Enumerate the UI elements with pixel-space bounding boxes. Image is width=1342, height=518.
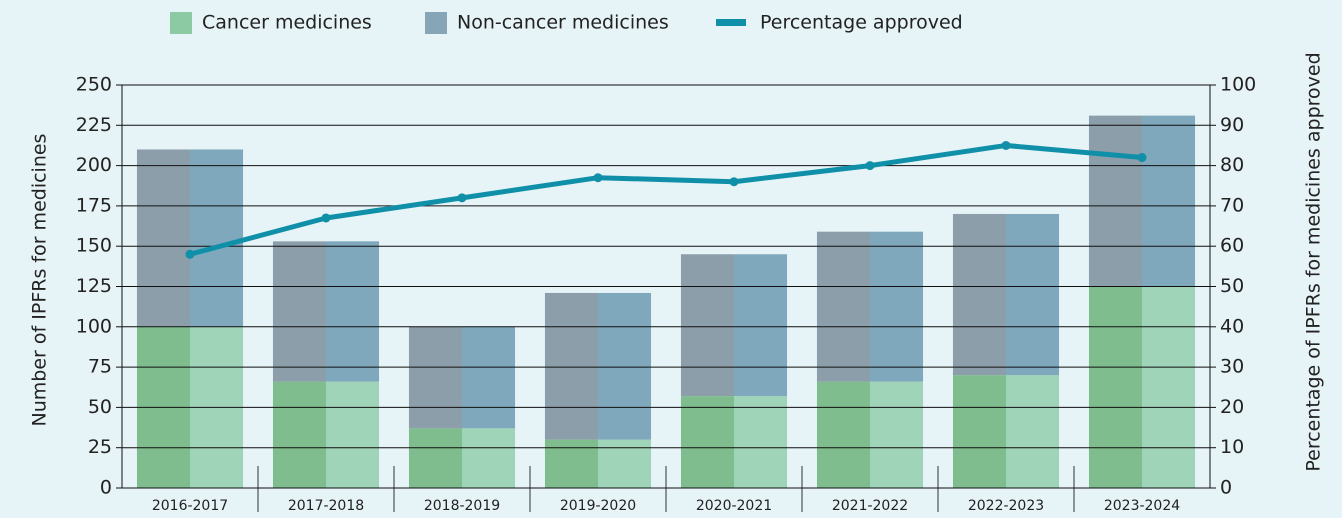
x-tick-label: 2019-2020 <box>560 498 636 514</box>
bar <box>272 381 380 488</box>
y-tick-label: 225 <box>76 114 112 136</box>
line-point <box>457 193 467 203</box>
x-tick-label: 2017-2018 <box>288 498 364 514</box>
y2-tick-label: 20 <box>1220 396 1244 418</box>
legend-label: Cancer medicines <box>202 12 372 34</box>
y2-tick-label: 40 <box>1220 315 1244 337</box>
bar <box>816 381 924 488</box>
y-tick-label: 125 <box>76 275 112 297</box>
y2-tick-label: 70 <box>1220 194 1244 216</box>
y-tick-label: 25 <box>88 436 112 458</box>
x-tick-label: 2018-2019 <box>424 498 500 514</box>
bar <box>952 213 1060 376</box>
y2-axis-title: Percentage of IPFRs for medicines approv… <box>1303 52 1325 471</box>
y2-tick-label: 90 <box>1220 114 1244 136</box>
y2-tick-label: 0 <box>1220 477 1232 499</box>
y-tick-label: 100 <box>76 315 112 337</box>
y2-tick-label: 60 <box>1220 235 1244 257</box>
line-point <box>593 173 603 183</box>
y-tick-label: 75 <box>88 356 112 378</box>
bar <box>544 292 652 440</box>
y-axis-title: Number of IPFRs for medicines <box>29 134 51 427</box>
legend-label: Non-cancer medicines <box>457 12 669 34</box>
line-point <box>1137 153 1147 163</box>
line-point <box>185 249 195 259</box>
line-point <box>729 177 739 187</box>
bar <box>1088 115 1196 287</box>
x-tick-label: 2020-2021 <box>696 498 772 514</box>
bar <box>544 439 652 488</box>
legend-swatch <box>716 19 746 26</box>
y-tick-label: 0 <box>100 477 112 499</box>
bar <box>408 326 516 429</box>
y-tick-label: 50 <box>88 396 112 418</box>
legend-swatch <box>170 12 192 34</box>
x-tick-label: 2021-2022 <box>832 498 908 514</box>
x-tick-label: 2023-2024 <box>1104 498 1180 514</box>
y2-tick-label: 80 <box>1220 154 1244 176</box>
y2-tick-label: 30 <box>1220 356 1244 378</box>
x-tick-label: 2016-2017 <box>152 498 228 514</box>
legend-swatch <box>425 12 447 34</box>
bar <box>680 254 788 397</box>
y2-tick-label: 10 <box>1220 436 1244 458</box>
y-tick-label: 200 <box>76 154 112 176</box>
bar <box>816 231 924 382</box>
line-point <box>321 213 331 223</box>
bar <box>680 396 788 488</box>
line-series <box>189 142 1143 257</box>
line-point <box>1001 140 1011 150</box>
y2-tick-label: 100 <box>1220 74 1256 96</box>
bar <box>272 241 380 382</box>
legend-label: Percentage approved <box>760 12 963 34</box>
line-point <box>865 161 875 171</box>
y2-tick-label: 50 <box>1220 275 1244 297</box>
bar <box>952 375 1060 488</box>
bar <box>136 149 244 327</box>
bar <box>1088 286 1196 488</box>
bar <box>408 428 516 488</box>
y-tick-label: 150 <box>76 235 112 257</box>
x-tick-label: 2022-2023 <box>968 498 1044 514</box>
y-tick-label: 175 <box>76 194 112 216</box>
y-tick-label: 250 <box>76 74 112 96</box>
